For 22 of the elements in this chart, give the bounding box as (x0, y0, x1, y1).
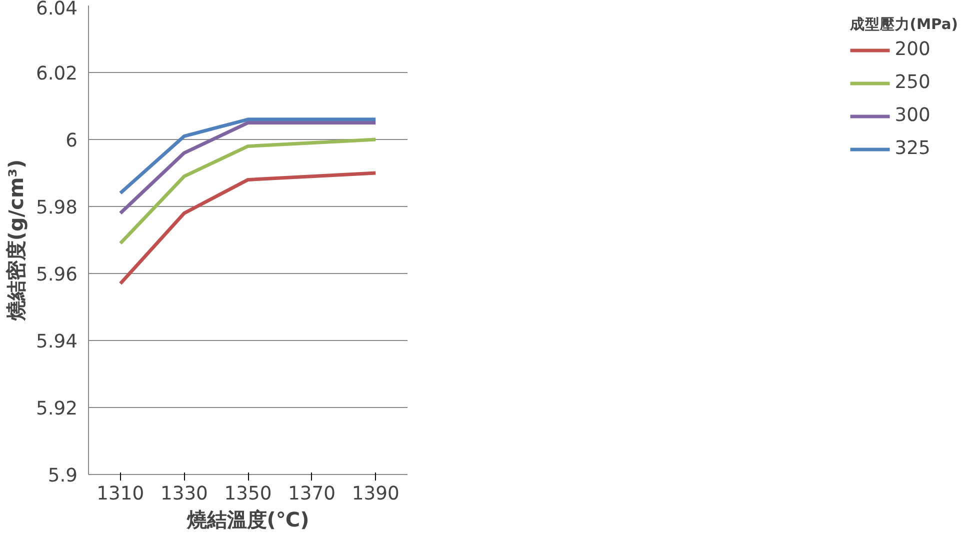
y-tick-label: 5.96 (36, 264, 78, 286)
x-tick-label: 1350 (224, 484, 272, 504)
x-tick-label: 1310 (96, 484, 144, 504)
y-tick-label: 5.92 (36, 398, 78, 420)
y-tick-label: 6.02 (36, 64, 78, 84)
line-series (118, 138, 378, 246)
line-series (118, 171, 378, 286)
y-tick-label: 5.98 (36, 198, 78, 218)
legend-label: 300 (894, 105, 930, 126)
x-tick-label: 1330 (160, 484, 208, 504)
x-tick-label: 1370 (288, 484, 336, 504)
y-tick-label: 6.04 (36, 0, 78, 20)
y-tick-label: 5.94 (36, 332, 78, 352)
x-axis-title: 燒結溫度(℃) (186, 508, 310, 532)
legend-label: 250 (894, 72, 930, 93)
legend-label: 325 (894, 138, 930, 159)
y-tick-label: 6 (66, 130, 78, 152)
x-tick-label: 1390 (352, 484, 400, 504)
y-tick-label: 5.9 (48, 466, 78, 486)
y-axis-title: 燒結密度(g/cm³) (4, 159, 28, 322)
legend-label: 200 (894, 39, 930, 60)
legend-title: 成型壓力(MPa) (850, 15, 958, 34)
